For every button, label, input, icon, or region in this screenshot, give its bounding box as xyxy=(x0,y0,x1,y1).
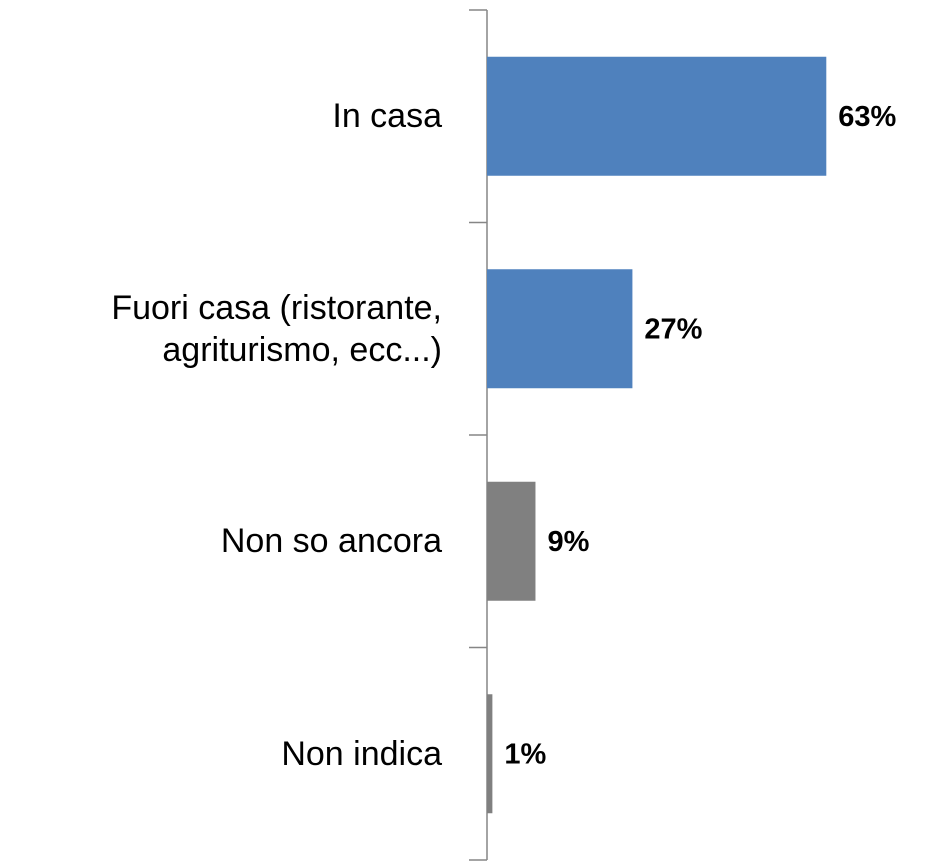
value-label: 63% xyxy=(838,101,896,133)
bar xyxy=(487,269,633,389)
bar xyxy=(487,56,827,176)
value-label: 27% xyxy=(644,313,702,345)
category-label: Fuori casa (ristorante, agriturismo, ecc… xyxy=(111,288,442,369)
category-label: Non indica xyxy=(281,734,442,773)
category-label: In casa xyxy=(332,97,442,136)
category-label: Non so ancora xyxy=(220,522,442,561)
value-label: 9% xyxy=(547,526,589,558)
bar xyxy=(487,694,493,814)
value-label: 1% xyxy=(504,738,546,770)
bar xyxy=(487,481,536,601)
